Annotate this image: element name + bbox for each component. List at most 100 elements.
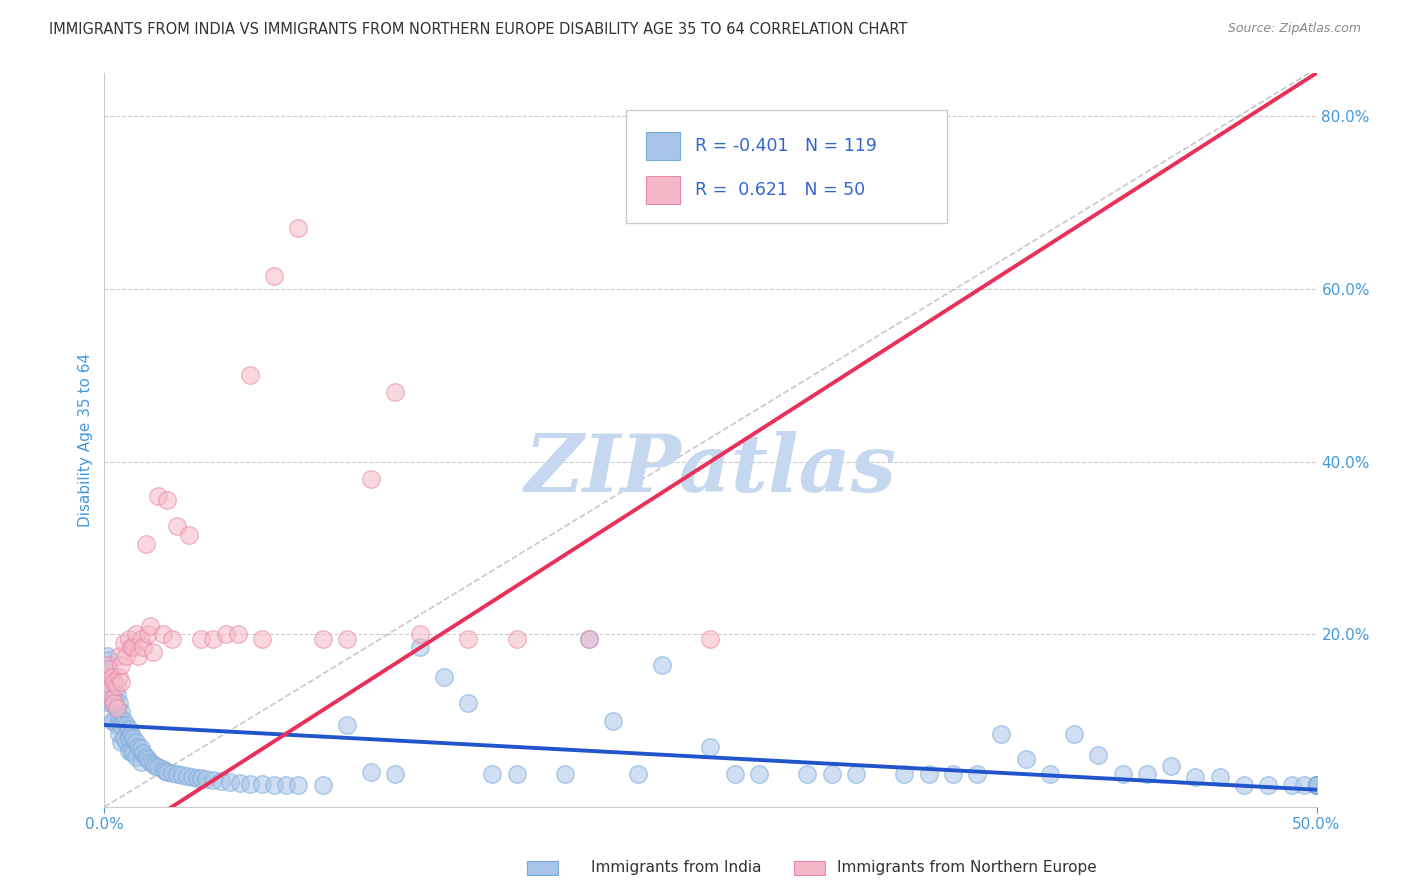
Point (166, 767, 188, 781)
Point (1111, 767, 1133, 781)
Point (1305, 778, 1327, 792)
Point (226, 627, 249, 641)
Point (311, 778, 333, 792)
Point (129, 755, 152, 769)
Point (821, 767, 844, 781)
Point (190, 772, 212, 786)
Point (156, 765, 179, 780)
Point (105, 700, 128, 714)
Point (127, 648, 149, 663)
Point (214, 627, 236, 641)
Point (1281, 778, 1303, 792)
Point (287, 778, 309, 792)
Point (139, 755, 162, 769)
Point (1305, 778, 1327, 792)
Point (98, 683, 121, 698)
Point (263, 268, 285, 283)
Point (108, 709, 131, 723)
Text: Immigrants from Northern Europe: Immigrants from Northern Europe (837, 860, 1097, 874)
Point (505, 632, 527, 646)
Point (1305, 778, 1327, 792)
Point (1184, 770, 1206, 784)
Point (384, 767, 406, 781)
Text: R =  0.621   N = 50: R = 0.621 N = 50 (695, 181, 865, 199)
Point (110, 705, 132, 719)
Point (505, 767, 527, 781)
Point (136, 627, 159, 641)
Point (105, 718, 128, 732)
Point (129, 632, 152, 646)
Point (966, 767, 988, 781)
Point (1233, 778, 1256, 792)
Point (1305, 778, 1327, 792)
Point (1257, 778, 1279, 792)
Point (112, 714, 135, 728)
Point (162, 766, 184, 780)
Point (125, 735, 148, 749)
Point (100, 670, 122, 684)
Point (1305, 778, 1327, 792)
Point (105, 679, 128, 693)
Point (110, 674, 132, 689)
Point (250, 777, 273, 791)
Point (202, 773, 225, 788)
Point (100, 679, 122, 693)
Point (1063, 726, 1085, 740)
Point (179, 528, 201, 542)
Point (627, 767, 650, 781)
Point (103, 674, 125, 689)
Point (105, 688, 128, 702)
Point (142, 756, 165, 771)
Point (250, 632, 273, 646)
Point (146, 489, 169, 503)
Point (117, 731, 139, 745)
Point (263, 778, 285, 792)
Point (98, 683, 121, 698)
Point (103, 714, 125, 728)
Point (1305, 778, 1327, 792)
Point (120, 726, 142, 740)
Point (1294, 778, 1316, 792)
Point (311, 632, 333, 646)
Point (156, 493, 179, 508)
Point (209, 774, 232, 789)
Point (1208, 770, 1230, 784)
Point (1160, 758, 1182, 772)
Point (1305, 778, 1327, 792)
Point (125, 627, 148, 641)
Text: R = -0.401   N = 119: R = -0.401 N = 119 (695, 136, 876, 154)
Point (127, 739, 149, 754)
Point (110, 718, 132, 732)
Point (100, 714, 122, 728)
Point (122, 747, 145, 761)
Point (103, 679, 125, 693)
Point (433, 670, 456, 684)
Point (108, 670, 131, 684)
Point (115, 735, 138, 749)
Text: ZIPatlas: ZIPatlas (524, 431, 897, 508)
Point (699, 632, 721, 646)
Point (132, 746, 155, 760)
Point (146, 760, 169, 774)
Point (336, 718, 359, 732)
Point (408, 640, 430, 655)
Point (1305, 778, 1327, 792)
Point (108, 697, 131, 711)
Point (110, 657, 132, 672)
Point (651, 657, 673, 672)
Point (1305, 778, 1327, 792)
Point (135, 750, 157, 764)
Point (120, 744, 142, 758)
Point (180, 770, 202, 784)
Point (166, 519, 188, 533)
Point (239, 368, 262, 383)
Point (96, 666, 118, 681)
Point (105, 700, 128, 714)
Point (170, 768, 193, 782)
Point (578, 632, 600, 646)
Point (1305, 778, 1327, 792)
Point (120, 640, 142, 655)
Point (360, 472, 382, 486)
Point (132, 640, 155, 655)
Point (457, 632, 479, 646)
